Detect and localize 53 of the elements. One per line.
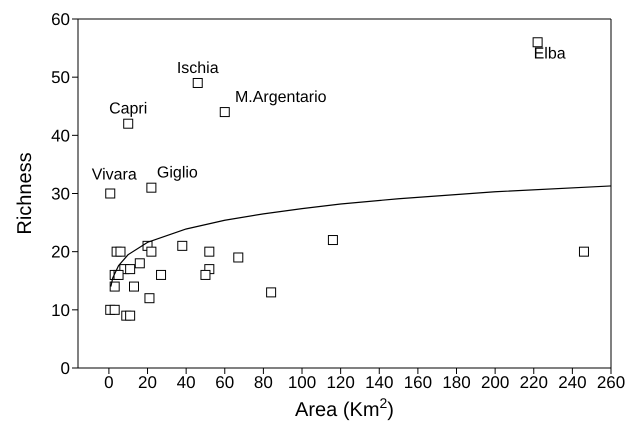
point (146, 246, 156, 257)
point (156, 270, 166, 280)
x-tick-label: 180 (442, 373, 471, 392)
x-tick-label: 60 (215, 373, 234, 392)
point (114, 270, 124, 280)
x-tick-label: 140 (365, 373, 394, 392)
point (192, 78, 203, 88)
x-axis-title: Area (Km$^{2}$) (295, 395, 394, 421)
point (123, 118, 134, 129)
y-axis-title: Richness (14, 152, 36, 235)
x-tick-label: 240 (558, 373, 587, 392)
x-tick-label: 40 (176, 373, 196, 392)
annotation: Capri (109, 100, 148, 118)
x-tick-label: 100 (288, 373, 316, 392)
y-tick-label: 0 (60, 359, 70, 378)
annotation: Giglio (156, 164, 198, 182)
y-tick-label: 10 (51, 300, 70, 320)
point (146, 182, 156, 193)
point (328, 235, 338, 246)
point (134, 258, 145, 268)
point (144, 293, 154, 304)
x-tick-label: 120 (326, 373, 355, 392)
y-tick-label: 40 (51, 126, 70, 146)
x-tick-label: 160 (404, 373, 432, 392)
point (578, 246, 589, 257)
x-tick-label: 20 (138, 373, 157, 392)
x-tick-label: 220 (520, 373, 548, 392)
point (200, 270, 210, 280)
point (177, 240, 188, 251)
annotation: Elba (534, 45, 566, 62)
y-tick-label: 60 (51, 10, 70, 30)
point (125, 264, 136, 274)
point (266, 287, 276, 298)
point (532, 37, 543, 48)
point (105, 188, 116, 198)
x-tick-label: 0 (104, 373, 114, 392)
point (125, 310, 136, 321)
point (233, 252, 244, 262)
point (110, 304, 120, 315)
annotation: M.Argentario (234, 89, 327, 106)
point (204, 246, 214, 257)
y-tick-label: 50 (51, 68, 70, 88)
point (115, 246, 126, 257)
x-tick-label: 80 (254, 373, 273, 392)
annotation: Ischia (176, 60, 219, 77)
x-tick-label: 200 (480, 373, 510, 392)
y-tick-label: 20 (51, 242, 70, 262)
x-tick-label: 260 (596, 373, 626, 392)
point (129, 282, 140, 292)
annotation: Vivara (92, 166, 137, 184)
point (110, 282, 120, 292)
y-tick-label: 30 (51, 184, 70, 204)
point (220, 107, 230, 118)
